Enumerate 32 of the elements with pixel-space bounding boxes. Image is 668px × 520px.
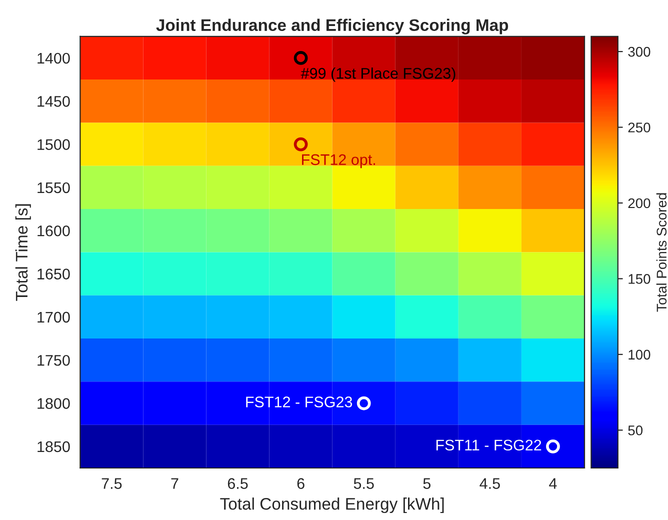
x-tick-label: 7.5 — [102, 478, 122, 489]
y-tick-label: 1700 — [38, 312, 70, 323]
color-bar-label: 150 — [628, 274, 650, 284]
y-tick-label: 1850 — [38, 441, 70, 452]
color-bar-title: Total Points Scored — [656, 193, 667, 312]
color-bar-label: 100 — [628, 350, 650, 360]
color-bar-label: 200 — [628, 198, 650, 208]
x-tick-label: 6.5 — [228, 478, 248, 489]
y-tick-label: 1600 — [38, 225, 70, 236]
annotation: #99 (1st Place FSG23) — [300, 68, 456, 82]
x-axis-title: Total Consumed Energy [kWh] — [220, 498, 444, 514]
y-axis-title: Total Time [s] — [15, 204, 31, 301]
y-tick-label: 1500 — [38, 139, 70, 150]
x-tick-label: 4.5 — [480, 478, 500, 489]
color-bar-label: 250 — [628, 122, 650, 132]
y-tick-label: 1800 — [38, 398, 70, 409]
x-tick-label: 6 — [297, 478, 304, 489]
x-tick-label: 5 — [423, 478, 430, 489]
x-tick-label: 5.5 — [354, 478, 374, 489]
annotation: FST12 opt. — [302, 154, 375, 168]
color-bar-label: 300 — [628, 46, 650, 57]
x-tick-label: 7 — [171, 478, 178, 489]
annotation: FST12 - FSG23 — [246, 396, 352, 408]
color-bar-label: 50 — [628, 425, 643, 436]
chart-title: Joint Endurance and Efficiency Scoring Map — [156, 18, 508, 34]
x-tick-label: 4 — [549, 478, 557, 489]
y-tick-label: 1550 — [38, 182, 70, 194]
y-tick-label: 1650 — [38, 268, 70, 280]
y-tick-label: 1400 — [38, 52, 70, 64]
y-tick-label: 1450 — [38, 96, 70, 107]
y-tick-label: 1750 — [38, 354, 70, 366]
annotation: FST11 - FSG22 — [436, 440, 542, 451]
